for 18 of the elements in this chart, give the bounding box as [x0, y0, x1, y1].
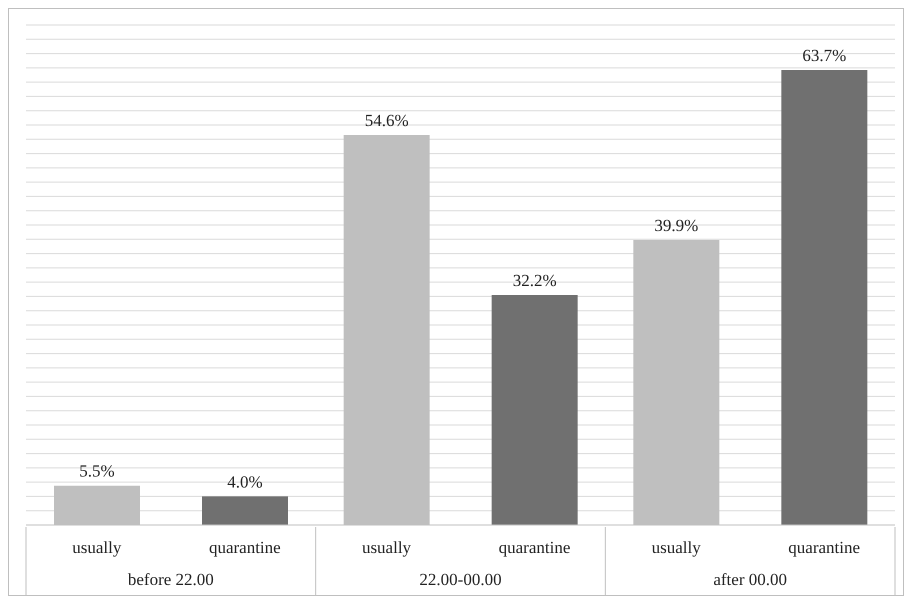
bar [492, 295, 578, 525]
text: usually [652, 538, 701, 557]
data-label: 54.6% [364, 111, 409, 130]
data-label: 4.0% [227, 472, 263, 492]
series-label: usually [72, 538, 122, 557]
data-label: 63.7% [802, 46, 846, 65]
series-label: quarantine [208, 538, 281, 557]
x-tick-label: before 22.00 [128, 570, 214, 589]
data-label: 5.5% [79, 462, 115, 481]
text: quarantine [788, 538, 860, 557]
x-tick-label: after 00.00 [713, 570, 787, 589]
bar [781, 70, 868, 525]
data-label: 32.2% [512, 271, 557, 290]
x-tick-label: 22.00-00.00 [419, 570, 502, 589]
text: quarantine [498, 538, 570, 557]
text: usually [362, 538, 412, 557]
bar [202, 496, 288, 525]
data-label: 39.9% [654, 216, 698, 235]
